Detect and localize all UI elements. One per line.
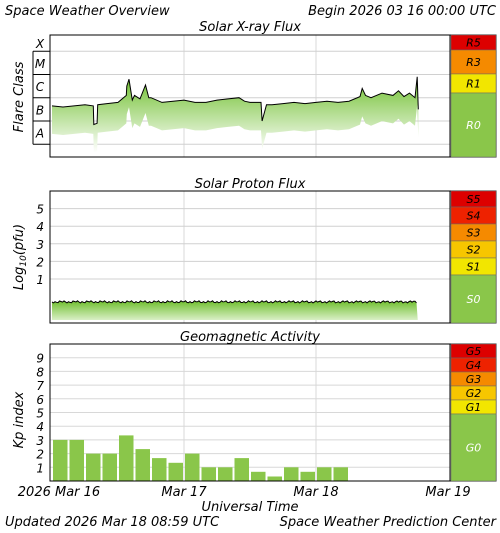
x-tick-label: Mar 19 <box>425 485 470 500</box>
scale-label-g2: G2 <box>466 387 482 400</box>
xray-class-tick: C <box>36 80 45 94</box>
proton-flux-fill <box>52 300 418 320</box>
kp-bar <box>267 476 282 481</box>
kp-bar <box>284 467 299 481</box>
kp-y-tick: 5 <box>36 407 44 421</box>
scale-label-s0: S0 <box>467 293 481 306</box>
kp-bar <box>102 453 117 481</box>
x-tick-label: Mar 17 <box>161 485 207 500</box>
kp-y-tick: 3 <box>36 434 44 448</box>
scale-label-r0: R0 <box>466 119 481 132</box>
kp-y-tick: 9 <box>36 352 44 366</box>
proton-y-tick: 2 <box>36 255 44 269</box>
kp-bar <box>152 458 167 481</box>
proton-y-tick: 3 <box>36 238 44 252</box>
scale-label-g3: G3 <box>466 373 482 386</box>
proton-y-tick: 5 <box>36 203 44 217</box>
x-axis-label: Universal Time <box>201 500 298 515</box>
xray-class-tick: A <box>35 127 44 141</box>
proton-panel-title: Solar Proton Flux <box>195 177 306 192</box>
kp-bar <box>86 453 101 481</box>
scale-box-r3 <box>450 49 497 75</box>
scale-label-s1: S1 <box>467 261 481 274</box>
scale-label-g0: G0 <box>466 442 482 455</box>
scale-box-g0 <box>450 413 497 482</box>
kp-bar <box>234 458 249 481</box>
kp-bar <box>53 439 68 481</box>
proton-ylabel: Log10(pfu) <box>12 224 29 290</box>
scale-label-s3: S3 <box>467 227 481 240</box>
x-tick-label: Mar 18 <box>293 485 338 500</box>
scale-label-s5: S5 <box>467 193 481 206</box>
xray-flux-line <box>51 76 419 126</box>
kp-bar <box>185 453 200 481</box>
kp-y-tick: 6 <box>36 393 44 407</box>
footer-center: Space Weather Prediction Center <box>280 515 498 530</box>
scale-label-s4: S4 <box>467 210 481 223</box>
xray-ylabel: Flare Class <box>12 61 27 132</box>
kp-y-tick: 7 <box>36 379 44 393</box>
xray-flux-fill <box>52 76 419 153</box>
proton-y-tick: 1 <box>36 273 44 287</box>
proton-flux-line <box>51 300 417 304</box>
scale-box-s0 <box>450 274 497 324</box>
kp-bar <box>333 467 348 481</box>
kp-bar <box>300 471 315 481</box>
scale-label-r3: R3 <box>466 56 481 69</box>
kp-bar <box>218 467 233 481</box>
proton-plot-area: 1 2 3 4 5 S5 S4 S3 S2 S1 S0 <box>36 190 497 324</box>
kp-bar <box>201 467 216 481</box>
kp-bar <box>251 471 266 481</box>
xray-class-tick: X <box>35 37 45 51</box>
kp-bar <box>69 439 84 481</box>
scale-label-r1: R1 <box>466 78 481 91</box>
scale-label-s2: S2 <box>467 244 481 257</box>
scale-box-r0 <box>450 92 497 158</box>
x-tick-label: 2026 Mar 16 <box>18 485 100 500</box>
scale-label-g4: G4 <box>466 359 482 372</box>
scale-label-r5: R5 <box>466 37 481 50</box>
kp-bar <box>317 467 332 481</box>
xray-class-tick: B <box>36 103 44 117</box>
kp-y-tick: 2 <box>36 448 44 462</box>
chart-header-begin: Begin 2026 03 16 00:00 UTC <box>308 4 497 19</box>
kp-bar <box>168 462 183 481</box>
footer-updated: Updated 2026 Mar 18 08:59 UTC <box>5 515 220 530</box>
proton-y-tick: 4 <box>36 220 44 234</box>
kp-y-tick: 4 <box>36 420 44 434</box>
xray-panel-title: Solar X-ray Flux <box>199 20 301 35</box>
kp-y-tick: 8 <box>36 365 44 379</box>
scale-label-g5: G5 <box>466 345 482 358</box>
chart-header-title: Space Weather Overview <box>5 4 170 19</box>
xray-class-tick: M <box>35 57 46 71</box>
kp-bar <box>119 435 134 481</box>
geomag-ylabel: Kp index <box>12 391 27 448</box>
geomag-panel-title: Geomagnetic Activity <box>180 330 320 345</box>
kp-y-tick: 1 <box>36 461 44 475</box>
kp-bar <box>135 449 150 481</box>
scale-label-g1: G1 <box>466 401 482 414</box>
